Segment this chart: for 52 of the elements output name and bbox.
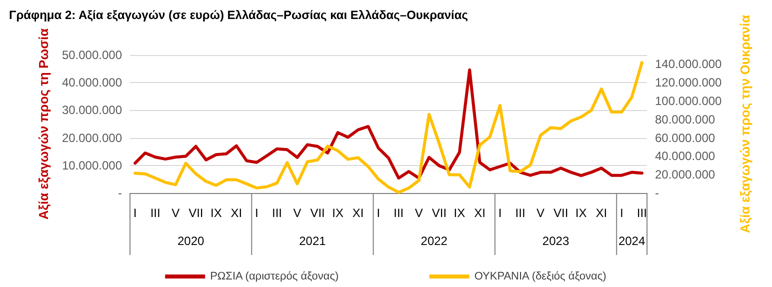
x-tick-label: III <box>394 206 404 220</box>
x-tick-label: I <box>376 206 380 220</box>
x-tick-label: IX <box>575 206 587 220</box>
legend-label: ΡΩΣΙΑ (αριστερός άξονας) <box>210 270 339 282</box>
y2-axis-title: Αξία εξαγωγών προς την Ουκρανία <box>738 14 752 234</box>
y-tick-label: - <box>118 186 122 200</box>
x-tick-label: VII <box>188 206 204 220</box>
x-tick-label: IX <box>332 206 344 220</box>
y-tick-label: 10.000.000 <box>62 158 122 172</box>
line-series <box>134 61 644 194</box>
x-tick-label: XI <box>230 206 242 220</box>
x-tick-label: V <box>293 206 302 220</box>
x-tick-label: V <box>414 206 423 220</box>
x-tick-label: VII <box>432 206 447 220</box>
x-tick-label: XI <box>474 206 486 220</box>
text: 2022 <box>420 234 448 248</box>
line-series <box>134 68 644 180</box>
x-tick-label: III <box>636 206 647 220</box>
x-tick-label: III <box>150 206 160 220</box>
y-tick-label: 50.000.000 <box>62 48 122 62</box>
text: 2023 <box>542 234 570 248</box>
x-tick-label: XI <box>352 206 364 220</box>
y2-tick-label: 140.000.000 <box>655 57 722 72</box>
x-tick-label: I <box>255 206 258 220</box>
x-tick-label: I <box>133 206 137 220</box>
y2-tick-label: 40.000.000 <box>655 149 716 164</box>
x-tick-label: V <box>536 206 545 220</box>
x-tick-label: XI <box>596 206 608 220</box>
x-tick-label: I <box>498 206 502 220</box>
y2-tick-label: 80.000.000 <box>655 112 716 126</box>
legend-label: ΟΥΚΡΑΝΙΑ (δεξιός άξονας) <box>474 270 606 282</box>
x-tick-label: III <box>515 206 526 220</box>
x-tick-label: VII <box>310 206 325 220</box>
y2-tick-label: 60.000.000 <box>655 130 716 145</box>
x-tick-label: IX <box>454 206 466 220</box>
y-tick-label: 40.000.000 <box>62 76 122 90</box>
text: 2024 <box>618 234 646 248</box>
y2-tick-label: - <box>655 186 659 200</box>
y2-tick-label: 120.000.000 <box>655 76 722 90</box>
x-tick-label: IX <box>210 206 222 220</box>
x-tick-label: V <box>172 206 180 220</box>
y-axis-title: Αξία εξαγωγών προς τη Ρωσία <box>36 28 51 220</box>
y-tick-label: 30.000.000 <box>62 103 122 118</box>
chart-title: Γράφημα 2: Αξία εξαγωγών (σε ευρώ) Ελλάδας–Ρωσίας και Ελλάδας–Ουκρανίας <box>9 8 468 22</box>
x-tick-label: III <box>272 206 282 220</box>
y2-tick-label: 100.000.000 <box>655 94 722 108</box>
text: 2021 <box>299 234 326 248</box>
y-tick-label: 20.000.000 <box>62 130 122 145</box>
text: 2020 <box>177 234 204 248</box>
y2-tick-label: 20.000.000 <box>655 168 716 182</box>
x-tick-label: I <box>620 206 624 220</box>
x-tick-label: VII <box>553 206 568 220</box>
